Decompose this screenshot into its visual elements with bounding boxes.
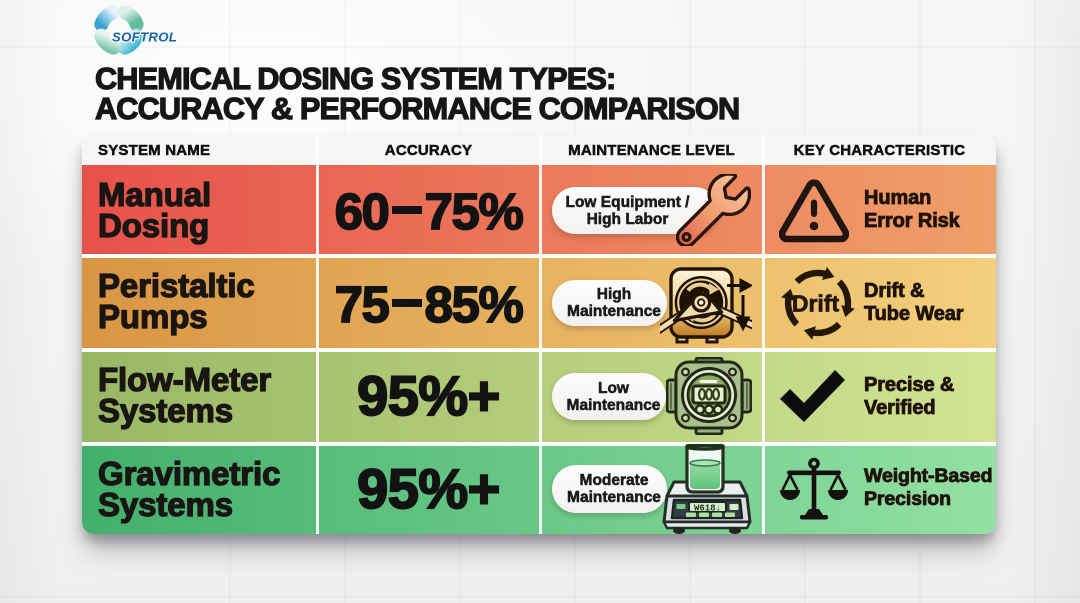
svg-text:Drift: Drift	[792, 291, 840, 317]
svg-text:W618↓: W618↓	[694, 503, 721, 513]
svg-text:SOFTROL: SOFTROL	[112, 30, 177, 45]
